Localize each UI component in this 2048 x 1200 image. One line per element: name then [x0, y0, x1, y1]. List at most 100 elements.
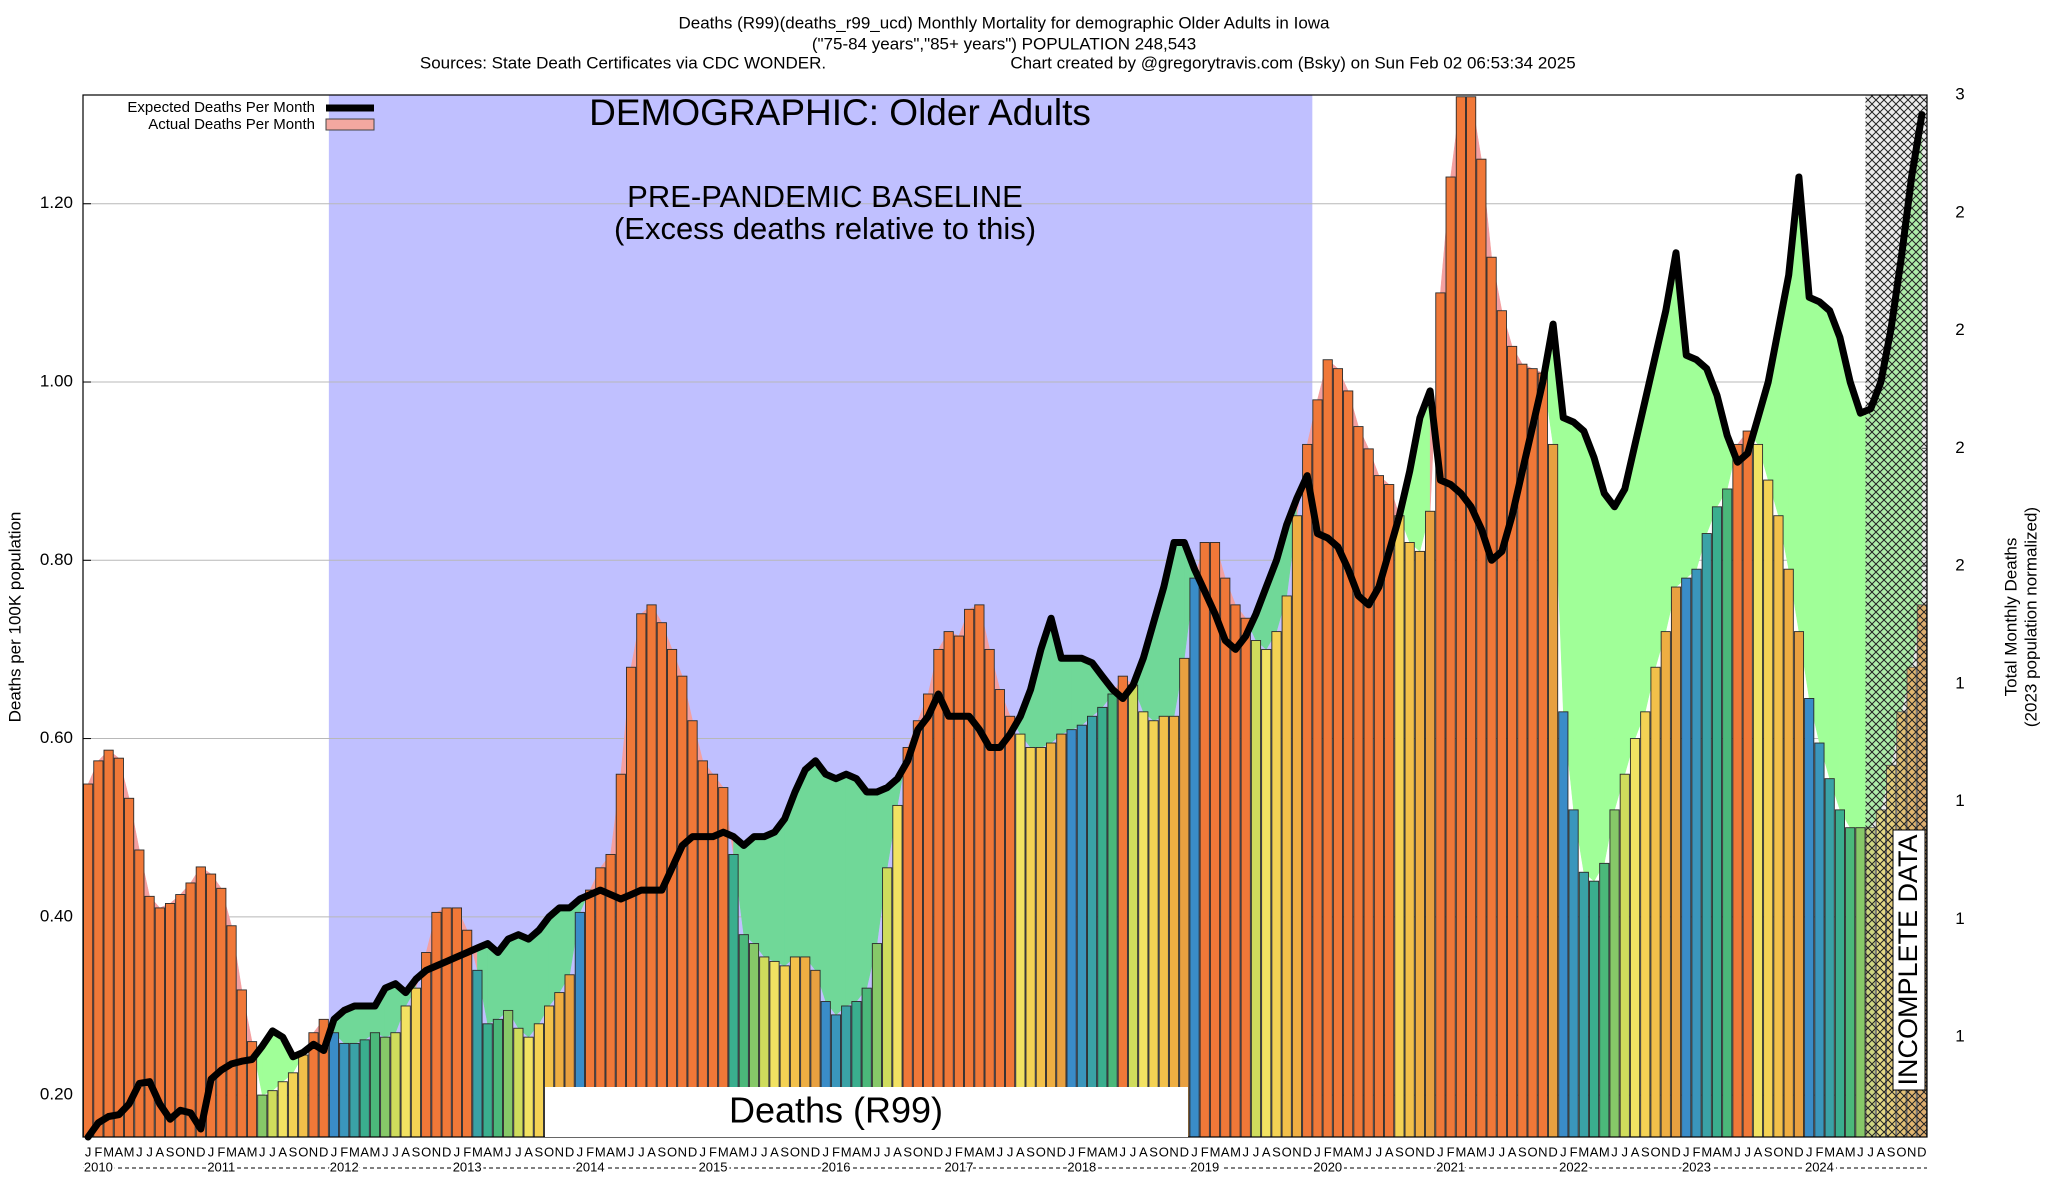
- bar: [1619, 773, 1630, 1138]
- bar: [513, 1027, 524, 1138]
- x-tick-label: A: [155, 1144, 164, 1159]
- x-tick-label: A: [852, 1144, 861, 1159]
- bar: [267, 1090, 278, 1138]
- bar: [1097, 706, 1108, 1138]
- x-tick-label: M: [1107, 1144, 1118, 1159]
- x-tick-label: J: [1683, 1144, 1690, 1159]
- bar: [1281, 595, 1292, 1138]
- x-tick-label: A: [1590, 1144, 1599, 1159]
- x-tick-label: D: [1425, 1144, 1434, 1159]
- x-tick-label: N: [1046, 1144, 1055, 1159]
- x-tick-label: J: [997, 1144, 1004, 1159]
- bar: [1435, 292, 1446, 1138]
- x-tick-label: N: [186, 1144, 195, 1159]
- bar: [1670, 586, 1682, 1138]
- y2-tick-label: 2: [1955, 320, 1964, 339]
- excess-fill: [1829, 310, 1841, 810]
- x-tick-label: F: [217, 1144, 225, 1159]
- x-tick-label: S: [1518, 1144, 1527, 1159]
- x-tick-label: D: [1548, 1144, 1557, 1159]
- bar: [1046, 742, 1057, 1138]
- x-tick-label: A: [1836, 1144, 1845, 1159]
- x-tick-label: J: [1857, 1144, 1864, 1159]
- bar: [503, 1009, 514, 1138]
- y2-axis-label: (2023 population normalized): [2021, 507, 2040, 727]
- bar: [964, 608, 975, 1138]
- x-tick-label: J: [259, 1144, 266, 1159]
- x-tick-label: M: [738, 1144, 749, 1159]
- y2-tick-label: 1: [1955, 791, 1964, 810]
- excess-fill: [835, 773, 847, 1016]
- bar: [400, 1005, 411, 1138]
- x-tick-label: F: [1570, 1144, 1578, 1159]
- bar: [533, 1023, 544, 1138]
- bar: [1845, 827, 1856, 1138]
- bar: [1476, 158, 1487, 1138]
- x-tick-label: M: [1230, 1144, 1241, 1159]
- bar: [1353, 426, 1364, 1138]
- x-tick-label: M: [984, 1144, 995, 1159]
- cause-box: [545, 1087, 1188, 1137]
- excess-fill: [1583, 430, 1595, 882]
- bar: [923, 693, 934, 1138]
- bar: [431, 911, 442, 1138]
- x-tick-label: O: [1650, 1144, 1660, 1159]
- x-tick-label: J: [1499, 1144, 1506, 1159]
- bar: [93, 760, 104, 1138]
- x-year-label: 2012: [330, 1159, 359, 1174]
- x-tick-label: M: [964, 1144, 975, 1159]
- excess-fill: [1655, 310, 1667, 668]
- bar: [277, 1081, 288, 1138]
- x-tick-label: A: [1877, 1144, 1886, 1159]
- x-year-label: 2010: [84, 1159, 113, 1174]
- bar: [1742, 430, 1753, 1138]
- bar: [451, 907, 462, 1138]
- x-tick-label: O: [1282, 1144, 1292, 1159]
- expected-line: [84, 111, 1926, 1141]
- bar: [257, 1094, 268, 1138]
- chart-subtitle: ("75-84 years","85+ years") POPULATION 2…: [812, 34, 1196, 53]
- bar: [523, 1036, 534, 1138]
- bar: [615, 773, 626, 1138]
- x-tick-label: M: [226, 1144, 237, 1159]
- bar: [1763, 479, 1774, 1138]
- bar: [103, 749, 114, 1138]
- bar: [113, 757, 124, 1138]
- excess-fill: [1686, 354, 1697, 579]
- x-tick-label: J: [454, 1144, 461, 1159]
- x-tick-label: J: [1314, 1144, 1321, 1159]
- x-tick-label: N: [555, 1144, 564, 1159]
- x-year-label: 2011: [207, 1159, 235, 1174]
- bar: [1291, 515, 1303, 1138]
- bar: [1302, 443, 1313, 1138]
- excess-fill: [1839, 337, 1851, 829]
- x-tick-label: M: [861, 1144, 872, 1159]
- bar: [165, 903, 176, 1138]
- x-tick-label: M: [841, 1144, 852, 1159]
- bar: [359, 1039, 370, 1138]
- annotation: INCOMPLETE DATA: [1893, 834, 1923, 1085]
- bar: [636, 613, 647, 1138]
- x-year-label: 2023: [1682, 1159, 1711, 1174]
- bar: [1179, 657, 1190, 1138]
- bar: [1701, 533, 1712, 1138]
- x-tick-label: D: [442, 1144, 451, 1159]
- bar: [1855, 827, 1866, 1138]
- x-year-label: 2018: [1067, 1159, 1096, 1174]
- x-tick-label: S: [535, 1144, 544, 1159]
- x-tick-label: N: [801, 1144, 810, 1159]
- x-tick-label: M: [1722, 1144, 1733, 1159]
- x-tick-label: M: [1353, 1144, 1364, 1159]
- bar: [1425, 510, 1436, 1138]
- x-tick-label: S: [1641, 1144, 1650, 1159]
- bar: [185, 882, 196, 1138]
- x-tick-label: M: [1845, 1144, 1856, 1159]
- bar: [1066, 729, 1077, 1138]
- y2-tick-label: 2: [1955, 202, 1964, 221]
- excess-fill: [1808, 296, 1820, 744]
- x-year-label: 2019: [1190, 1159, 1219, 1174]
- bar: [1486, 256, 1497, 1138]
- x-tick-label: M: [1476, 1144, 1487, 1159]
- x-tick-label: N: [1907, 1144, 1916, 1159]
